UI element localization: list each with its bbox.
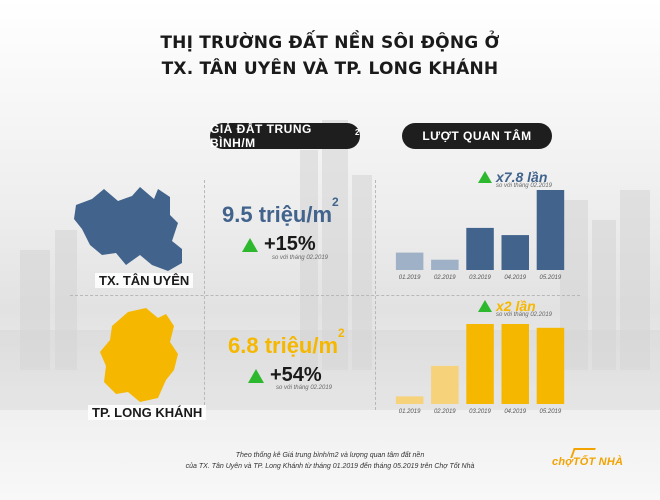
views-growth-value-tan-uyen: x7.8 lần [496,169,548,185]
header-price-label: GIÁ ĐẤT TRUNG BÌNH/M [210,122,312,150]
header-price: GIÁ ĐẤT TRUNG BÌNH/M 2 [210,122,360,150]
price-value-long-khanh: 6.8 triệu/m [228,333,339,358]
region-label-long-khanh: TP. LONG KHÁNH [88,405,207,420]
chart-bar-04.2019 [501,324,529,404]
title-line-1: THỊ TRƯỜNG ĐẤT NỀN SÔI ĐỘNG Ở [160,33,500,53]
long-khanh-map-icon [100,308,178,402]
price-note-long-khanh: so với tháng 02.2019 [276,385,333,391]
up-arrow-icon [242,237,258,252]
views-growth-value-long-khanh: x2 lần [496,298,536,314]
cho-tot-nha-logo: chợTỐT NHÀ [552,448,642,476]
page-title: THỊ TRƯỜNG ĐẤT NỀN SÔI ĐỘNG Ở TX. TÂN UY… [0,30,660,82]
header-views-label: LƯỢT QUAN TÂM [422,129,532,143]
chart-bar-03.2019 [466,227,494,270]
chart-tick-label: 02.2019 [434,409,456,415]
price-sup-long-khanh: 2 [338,325,345,340]
header-price-sup: 2 [355,127,360,137]
title-line-2: TX. TÂN UYÊN VÀ TP. LONG KHÁNH [161,59,499,79]
footer-line-1: Theo thống kê Giá trung bình/m2 và lượng… [235,452,425,459]
price-long-khanh: 6.8 triệu/m2 [228,326,345,359]
chart-tick-label: 04.2019 [504,275,526,281]
up-arrow-icon [478,171,492,183]
chart-bar-03.2019 [466,324,494,404]
chart-tick-label: 03.2019 [469,409,491,415]
views-chart-tan-uyen: 01.2019 02.2019 03.2019 04.2019 05.2019 [395,190,565,281]
up-arrow-icon [478,300,492,312]
price-change-value-tan-uyen: +15% [264,233,316,255]
chart-bar-05.2019 [536,327,565,404]
chart-tick-label: 03.2019 [469,275,491,281]
views-growth-long-khanh: x2 lần [478,298,536,314]
footer-line-2: của TX. Tân Uyên và TP. Long Khánh từ th… [185,463,475,470]
chart-bar-05.2019 [536,190,565,270]
tan-uyen-map-icon [74,187,182,271]
divider-middle [70,295,580,296]
up-arrow-icon [248,368,264,383]
chart-bar-01.2019 [395,252,424,270]
chart-tick-label: 01.2019 [399,409,421,415]
chart-tick-label: 02.2019 [434,275,456,281]
chart-bar-02.2019 [431,365,459,404]
footer-caption: Theo thống kê Giá trung bình/m2 và lượng… [0,450,660,472]
views-chart-long-khanh: 01.2019 02.2019 03.2019 04.2019 05.2019 [395,324,565,415]
chart-bar-04.2019 [501,235,529,270]
chart-bar-02.2019 [431,259,459,270]
price-change-value-long-khanh: +54% [270,364,322,386]
views-growth-tan-uyen: x7.8 lần [478,169,547,185]
chart-bar-01.2019 [395,396,424,404]
price-tan-uyen: 9.5 triệu/m2 [222,195,339,228]
views-note-tan-uyen: so với tháng 02.2019 [496,183,553,189]
chart-tick-label: 05.2019 [540,409,562,415]
price-note-tan-uyen: so với tháng 02.2019 [272,255,329,261]
price-value-tan-uyen: 9.5 triệu/m [222,202,333,227]
chart-tick-label: 04.2019 [504,409,526,415]
price-change-long-khanh: +54% [248,364,322,387]
header-views: LƯỢT QUAN TÂM [402,123,552,149]
price-sup-tan-uyen: 2 [332,194,339,209]
chart-tick-label: 05.2019 [540,275,562,281]
views-note-long-khanh: so với tháng 02.2019 [496,312,553,318]
chart-tick-label: 01.2019 [399,275,421,281]
price-change-tan-uyen: +15% [242,233,316,256]
region-label-tan-uyen: TX. TÂN UYÊN [95,273,194,288]
logo-text: chợTỐT NHÀ [552,456,624,468]
